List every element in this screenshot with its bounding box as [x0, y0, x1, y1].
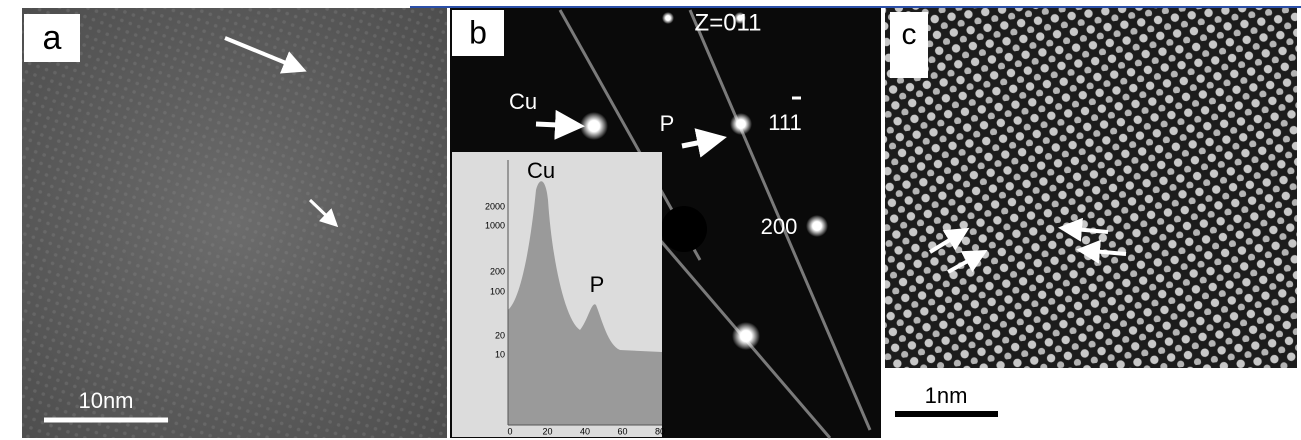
inset-y-tick: 1000 [485, 220, 505, 230]
inset-y-tick: 2000 [485, 201, 505, 211]
panel-label: c [902, 18, 917, 51]
lattice-fringes [22, 8, 447, 438]
zone-axis: Z=011 [695, 9, 762, 36]
spot-label: Cu [509, 89, 537, 114]
inset-y-tick: 20 [495, 330, 505, 340]
panel-label: b [469, 14, 487, 50]
atomic-lattice [885, 8, 1297, 368]
spot-label: P [660, 111, 675, 136]
spot [730, 113, 752, 135]
spot [732, 322, 760, 350]
inset-y-tick: 10 [495, 349, 505, 359]
panel-a: a 10nm [22, 8, 447, 438]
figure: a 10nm b Z=011 Cu P 111 200 Cu [0, 0, 1301, 440]
spot [580, 112, 608, 140]
peak-label: P [590, 272, 605, 297]
panel-c: c 1nm [885, 8, 1297, 414]
inset-y-tick: 100 [490, 286, 505, 296]
inset-x-tick: 40 [580, 426, 590, 436]
spot [806, 215, 828, 237]
inset-x-tick: 20 [542, 426, 552, 436]
spot [662, 12, 674, 24]
inset-y-tick: 200 [490, 266, 505, 276]
spot-label: 200 [761, 214, 798, 239]
inset-x-tick: 0 [507, 426, 512, 436]
scale-label: 10nm [78, 388, 133, 413]
peak-label: Cu [527, 158, 555, 183]
inset-x-tick: 80 [655, 426, 665, 436]
panel-b: b Z=011 Cu P 111 200 Cu P 20001000200100… [450, 8, 881, 438]
scale-label: 1nm [925, 383, 968, 408]
spot-label: 111 [768, 110, 801, 135]
inset-x-tick: 60 [617, 426, 627, 436]
arrow [536, 124, 580, 126]
beam-stop [661, 206, 707, 252]
eds-inset: Cu P 2000 1000 200 100 20 10 0 20 40 60 80 [452, 152, 665, 437]
panel-label: a [43, 19, 62, 57]
